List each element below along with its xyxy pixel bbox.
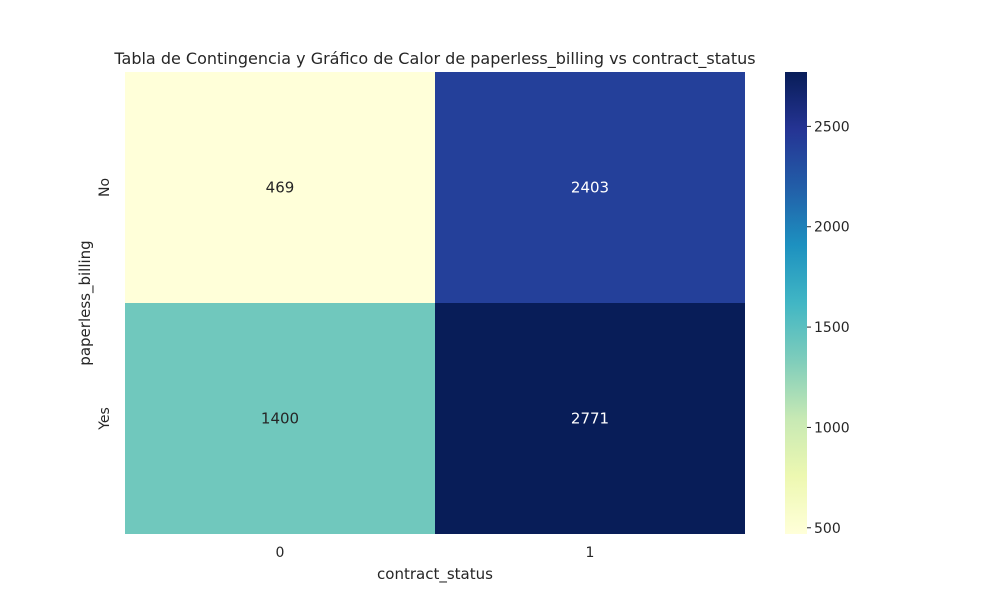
- heatmap-cell: [435, 72, 745, 303]
- colorbar-tick-label: 1000: [814, 420, 850, 436]
- colorbar-tick-label: 1500: [814, 320, 850, 336]
- x-tick-label: 1: [586, 545, 595, 561]
- y-tick-label: No: [97, 178, 113, 197]
- colorbar-tick-label: 2000: [814, 220, 850, 236]
- heatmap-cell: [125, 303, 435, 534]
- colorbar-tick-label: 500: [814, 521, 841, 537]
- heatmap-cell: [435, 303, 745, 534]
- cell-value-label: 2771: [571, 410, 609, 428]
- heatmap-cells: 469 2403 1400 2771: [125, 72, 745, 534]
- colorbar-ticks: 500 1000 1500 2000 2500: [807, 119, 850, 537]
- cell-value-label: 1400: [261, 410, 299, 428]
- x-tick-label: 0: [276, 545, 285, 561]
- y-tick-labels: No Yes: [97, 178, 113, 431]
- y-tick-label: Yes: [97, 407, 113, 431]
- heatmap-cell: [125, 72, 435, 303]
- colorbar: 500 1000 1500 2000 2500: [785, 72, 850, 537]
- chart-title: Tabla de Contingencia y Gráfico de Calor…: [113, 49, 755, 69]
- colorbar-tick-label: 2500: [814, 119, 850, 135]
- x-axis-label: contract_status: [377, 565, 493, 584]
- cell-value-label: 469: [266, 179, 295, 197]
- y-axis-label: paperless_billing: [76, 240, 95, 365]
- colorbar-gradient: [785, 72, 807, 534]
- cell-value-label: 2403: [571, 179, 609, 197]
